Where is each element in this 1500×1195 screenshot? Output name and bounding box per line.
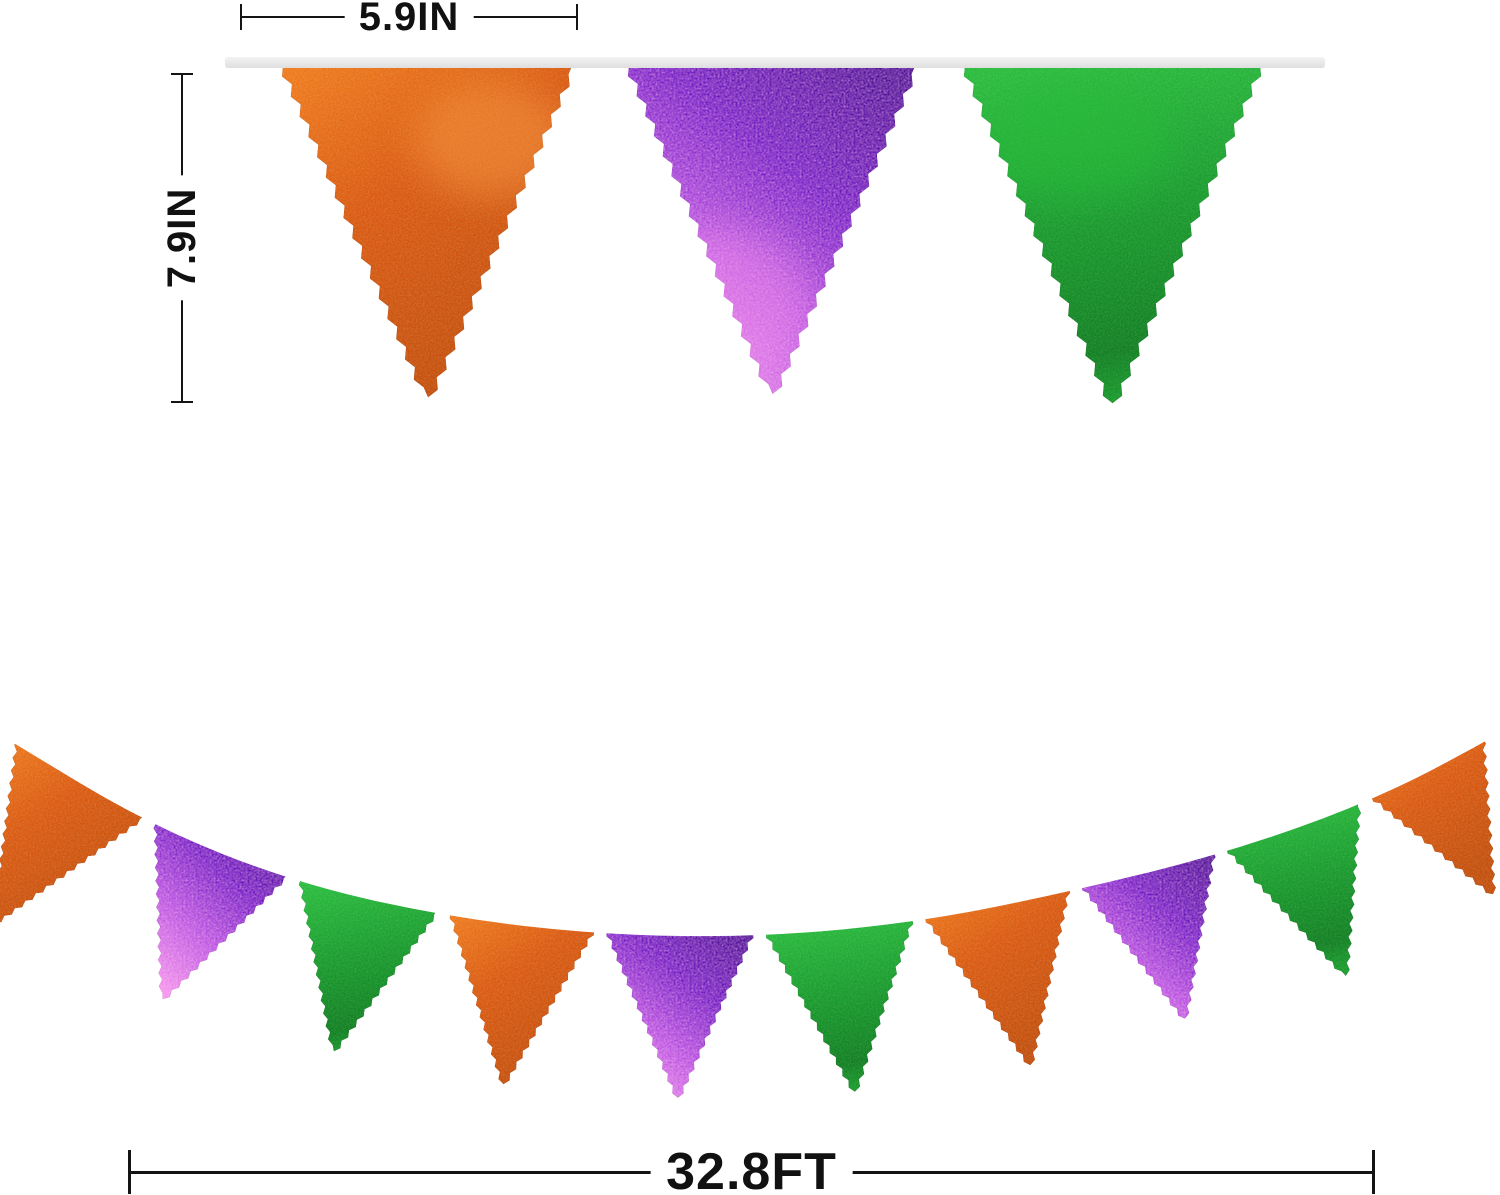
dimension-tick-left bbox=[240, 4, 242, 30]
dimension-cap-top bbox=[171, 73, 193, 75]
foil-highlight bbox=[413, 82, 570, 198]
top-flag-1-orange bbox=[281, 64, 573, 398]
hanging-ribbon bbox=[225, 57, 1325, 68]
garland-flag-4-orange bbox=[449, 911, 595, 1085]
flag-height-label: 7.9IN bbox=[160, 175, 204, 301]
flag-width-label: 5.9IN bbox=[344, 0, 474, 39]
garland-flag-5-purple bbox=[606, 929, 754, 1098]
top-flag-3-green bbox=[963, 64, 1262, 404]
dimension-cap-bottom bbox=[171, 401, 193, 403]
banner-length-dimension: 32.8FT bbox=[128, 1144, 1375, 1195]
dimension-tick-left bbox=[128, 1150, 131, 1194]
foil-highlight bbox=[635, 227, 812, 383]
banner-length-label: 32.8FT bbox=[650, 1144, 853, 1195]
dimension-tick-right bbox=[576, 4, 578, 30]
garland-string bbox=[0, 719, 1500, 937]
garland-flag-6-green bbox=[766, 916, 914, 1092]
pennant-garland bbox=[0, 737, 1496, 1098]
flag-width-dimension: 5.9IN bbox=[240, 0, 578, 39]
top-flag-2-purple bbox=[627, 64, 916, 394]
flag-height-dimension: 7.9IN bbox=[160, 73, 204, 403]
garland-flag-1-orange bbox=[0, 739, 146, 924]
top-flag-row bbox=[281, 64, 1262, 404]
dimension-tick-right bbox=[1372, 1150, 1375, 1194]
foil-highlight bbox=[979, 78, 1176, 202]
